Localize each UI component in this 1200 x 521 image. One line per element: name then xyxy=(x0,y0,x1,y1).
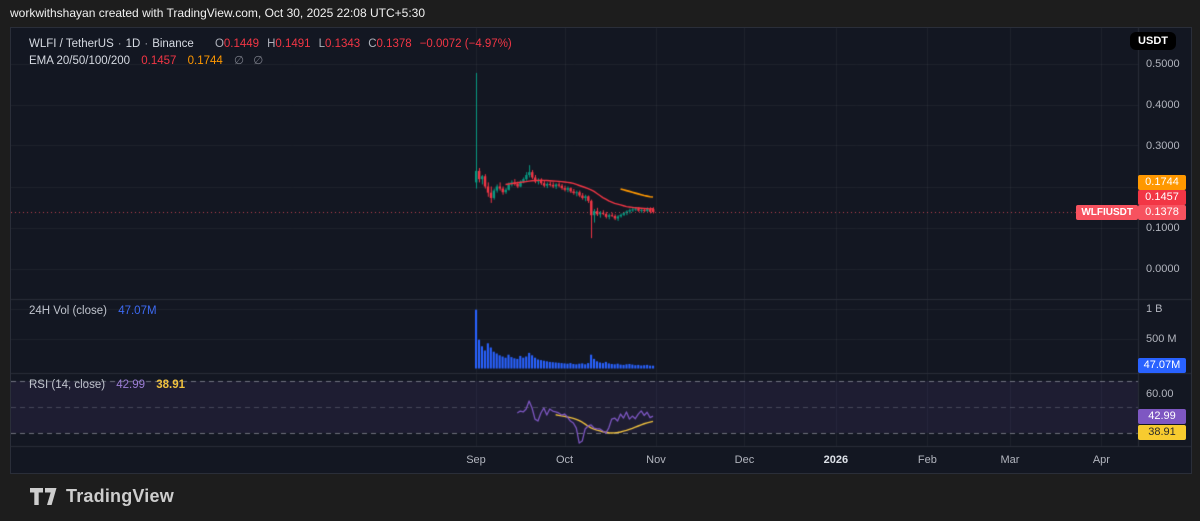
price-badge: 0.1744 xyxy=(1138,174,1186,190)
page-footer: TradingView xyxy=(0,472,1200,521)
chart-canvas[interactable] xyxy=(11,28,1191,473)
tradingview-logo-icon[interactable] xyxy=(30,487,57,506)
rsi-badge: 42.99 xyxy=(1138,408,1186,424)
price-badge: 0.1457 xyxy=(1138,189,1186,205)
attribution-text: workwithshayan created with TradingView.… xyxy=(10,6,426,20)
tradingview-brand[interactable]: TradingView xyxy=(66,486,174,506)
volume-badge: 47.07M xyxy=(1138,358,1186,374)
price-badge: 0.1378 xyxy=(1138,204,1186,220)
rsi-badge: 38.91 xyxy=(1138,424,1186,440)
currency-toggle-button[interactable]: USDT xyxy=(1130,32,1176,50)
chart-widget: WLFI / TetherUS · 1D · Binance O0.1449 H0.149… xyxy=(10,27,1192,474)
attribution-bar: workwithshayan created with TradingView.… xyxy=(0,0,1200,27)
symbol-price-badge: WLFIUSDT xyxy=(1076,204,1138,220)
